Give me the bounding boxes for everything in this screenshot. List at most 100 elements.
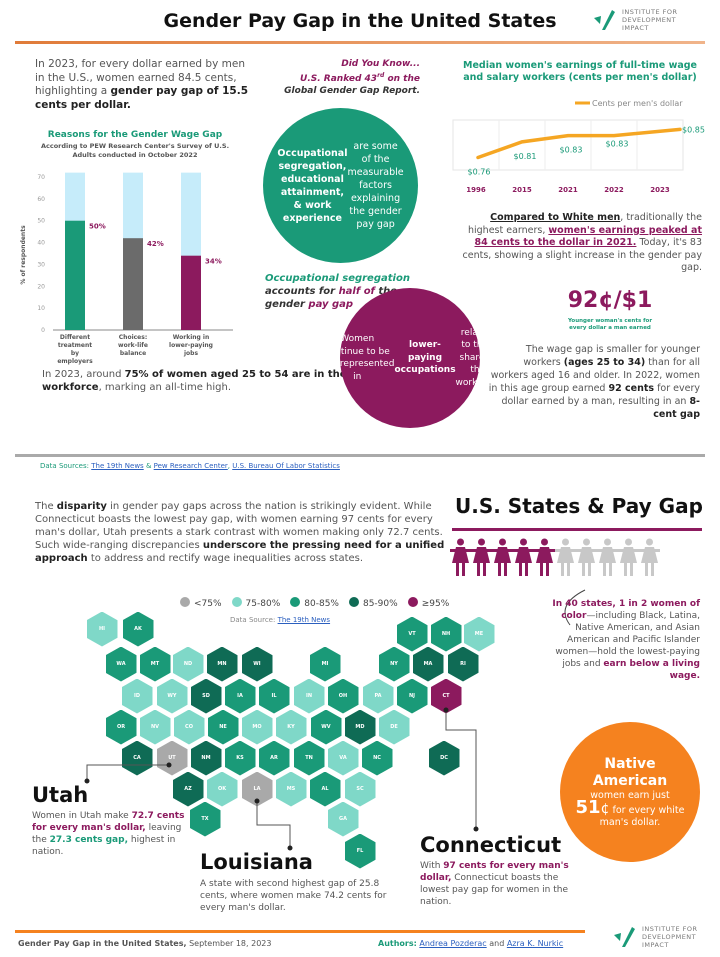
footer-date: September 18, 2023 [186, 939, 272, 948]
rank-text-b: on the [384, 74, 420, 84]
woman-icon [576, 538, 597, 576]
data-sources: Data Sources: The 19th News & Pew Resear… [40, 462, 340, 470]
map-source-link[interactable]: The 19th News [277, 616, 331, 624]
louisiana-title: Louisiana [200, 850, 313, 874]
source-link-bls[interactable]: U.S. Bureau Of Labor Statistics [232, 462, 340, 470]
source-link-pew[interactable]: Pew Research Center [153, 462, 228, 470]
data-point [566, 134, 570, 138]
text-segment: The [35, 501, 57, 512]
category-label: lower-paying [169, 342, 213, 349]
text-segment: Occupational segregation [265, 273, 410, 284]
did-you-know-title: Did You Know... [341, 59, 420, 69]
text-segment: With [420, 861, 444, 871]
text-segment: pay gap [308, 299, 354, 310]
x-tick-label: 1996 [466, 186, 486, 194]
native-pre: women earn just [590, 789, 670, 801]
legend-label: 85-90% [362, 599, 398, 609]
text-segment: women's earnings peaked at 84 cents to t… [474, 224, 703, 249]
text-segment: lower-paying occupations [394, 340, 456, 376]
line-chart-title: Median women's earnings of full-time wag… [463, 60, 697, 83]
legend-swatch [348, 597, 359, 607]
text-segment: in gender pay gaps across the nation is … [35, 501, 443, 551]
y-tick-label: 50 [37, 218, 45, 225]
legend-label: 80-85% [304, 599, 339, 609]
text-segment: half of [338, 286, 375, 297]
source-link-19th-news[interactable]: The 19th News [91, 462, 144, 470]
women-icons [450, 538, 660, 578]
data-point [678, 127, 682, 131]
did-you-know: Did You Know... U.S. Ranked 43rd on the … [255, 58, 420, 97]
footer-rule [15, 930, 585, 933]
category-label: jobs [183, 350, 198, 357]
states-rule [452, 528, 702, 531]
author-link-2[interactable]: Azra K. Nurkic [506, 939, 564, 948]
footer-title: Gender Pay Gap in the United States, Sep… [18, 939, 271, 948]
utah-title: Utah [32, 783, 89, 807]
category-label: by [71, 350, 79, 357]
text-segment: 97 cents for every man's dollar, [420, 861, 569, 883]
text-segment: 75% of women aged 25 to 54 are in the wo… [42, 369, 347, 393]
intro-text: In 2023, for every dollar earned by men … [35, 58, 250, 112]
bar-chart-subtitle: According to PEW Research Center's Surve… [40, 142, 230, 159]
category-label: balance [120, 350, 146, 357]
woman-icon [471, 538, 492, 576]
data-label: $0.76 [468, 168, 491, 177]
connecticut-title: Connecticut [420, 833, 562, 857]
section-divider [15, 454, 705, 457]
y-tick-label: 70 [37, 174, 45, 181]
text-segment: relative to their share of the workforce [455, 327, 500, 388]
text-segment: to address and rectify wage inequalities… [87, 553, 364, 564]
data-label: $0.85 [682, 125, 705, 134]
text-segment: disparity [56, 501, 107, 512]
logo-icon [594, 10, 615, 30]
text-segment: A state with second highest gap of 25.8 … [200, 879, 387, 913]
disparity-text: The disparity in gender pay gaps across … [35, 500, 450, 565]
text-segment: are some of the measurable factors expla… [347, 141, 404, 230]
magenta-occupations-circle: Women continue to be overrepresented in … [320, 288, 500, 428]
native-american-circle: Native American women earn just 51¢ for … [560, 722, 700, 862]
y-tick-label: 20 [37, 283, 45, 290]
y-axis-label: % of respondents [20, 225, 27, 285]
line-chart: Cents per men's dollar $0.76 1996 $0.81 2015… [452, 99, 705, 194]
legend-swatch [290, 597, 301, 607]
logo-top: INSTITUTE FOR DEVELOPMENT IMPACT [592, 8, 692, 32]
utah-text: Women in Utah make 72.7 cents for every … [32, 810, 192, 858]
younger-caption: Younger woman's cents for every dollar a… [567, 318, 653, 331]
footer-title-text: Gender Pay Gap in the United States, [18, 939, 187, 948]
text-segment: accounts for [265, 286, 339, 297]
category-label: work-life [118, 342, 148, 349]
data-point [520, 140, 524, 144]
logo-text: INSTITUTE FOR DEVELOPMENT IMPACT [642, 925, 698, 949]
author-link-1[interactable]: Andrea Pozderac [419, 939, 487, 948]
text-segment: leaving the [32, 823, 182, 845]
text-segment: Today, it's 83 cents, showing a slight i… [462, 237, 702, 273]
text-segment: , traditionally the highest earners, [467, 212, 702, 236]
woman-icon [639, 538, 660, 576]
y-tick-label: 60 [37, 196, 45, 203]
sources-label: Data Sources: [40, 462, 89, 470]
x-tick-label: 2022 [604, 186, 624, 194]
text-segment: Women in Utah make [32, 811, 132, 821]
data-label: $0.81 [514, 152, 537, 161]
y-tick-label: 40 [37, 240, 45, 247]
category-label: Choices: [119, 334, 147, 341]
native-amount: 51 [575, 796, 601, 818]
authors-and: and [486, 939, 507, 948]
legend-swatch [231, 597, 242, 607]
bar-value-label: 34% [205, 258, 222, 266]
text-segment: Connecticut boasts the lowest pay gap fo… [420, 873, 569, 907]
text-segment: 72.7 cents for every man's dollar, [32, 811, 185, 833]
arrow-icon [564, 589, 586, 626]
category-label: Different [60, 334, 90, 341]
sources-amp: & [145, 462, 152, 470]
y-tick-label: 30 [37, 261, 45, 268]
legend-label: ≥95% [421, 599, 450, 609]
louisiana-text: A state with second highest gap of 25.8 … [200, 878, 390, 914]
header-rule [15, 41, 705, 44]
states-title: U.S. States & Pay Gap [455, 494, 703, 518]
bar-chart: 0 10 20 30 40 50 60 70 % of respondents 50% Differ… [20, 172, 233, 365]
woman-icon [534, 538, 555, 576]
bar [181, 255, 201, 330]
text-segment: highest in nation. [32, 835, 176, 857]
